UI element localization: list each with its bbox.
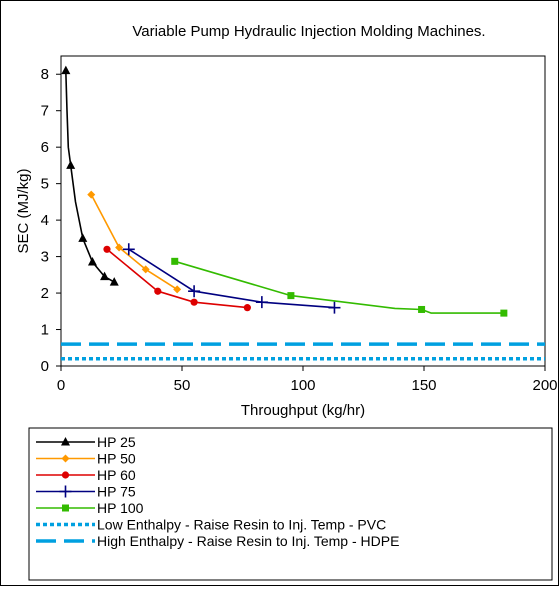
data-point — [287, 292, 295, 300]
data-point — [171, 257, 179, 265]
chart-title: Variable Pump Hydraulic Injection Moldin… — [132, 23, 485, 40]
legend-item: HP 100 — [36, 500, 144, 516]
series-4 — [171, 257, 508, 317]
legend-item: HP 60 — [36, 467, 136, 483]
legend-marker — [62, 504, 69, 512]
series-1 — [87, 190, 182, 294]
legend-label: High Enthalpy - Raise Resin to Inj. Temp… — [97, 533, 399, 549]
series-2 — [103, 245, 251, 312]
x-axis-label: Throughput (kg/hr) — [241, 402, 365, 419]
x-tick-label: 200 — [532, 377, 557, 394]
data-point — [255, 296, 268, 309]
data-point — [328, 301, 341, 314]
data-point — [141, 265, 150, 274]
data-point — [190, 298, 198, 306]
data-point — [173, 285, 182, 294]
y-axis-label: SEC (MJ/kg) — [15, 168, 32, 253]
legend-label: HP 100 — [97, 500, 144, 516]
data-point — [243, 304, 251, 312]
y-tick-label: 1 — [41, 322, 49, 339]
legend-label: HP 75 — [97, 484, 136, 500]
data-point — [115, 243, 124, 252]
y-tick-label: 0 — [41, 358, 49, 375]
legend-label: Low Enthalpy - Raise Resin to Inj. Temp … — [97, 517, 386, 533]
data-point — [500, 309, 508, 317]
series-3 — [122, 243, 341, 314]
series-line — [65, 70, 115, 283]
data-point — [61, 65, 71, 75]
x-tick-label: 50 — [174, 377, 191, 394]
axes: 0 50 100 150 200 0 1 2 3 4 5 6 7 8 — [41, 66, 558, 394]
legend-marker — [61, 437, 70, 446]
y-tick-label: 5 — [41, 176, 49, 193]
legend-item: High Enthalpy - Raise Resin to Inj. Temp… — [36, 533, 399, 549]
data-point — [103, 245, 111, 253]
legend-item: HP 25 — [36, 434, 136, 450]
data-point — [78, 233, 88, 242]
data-point — [100, 271, 110, 281]
legend-item: HP 75 — [36, 484, 136, 500]
x-tick-label: 0 — [57, 377, 65, 394]
legend-box — [28, 427, 553, 581]
series-line — [106, 248, 248, 309]
data-point — [87, 257, 97, 266]
data-point — [418, 305, 426, 313]
y-tick-label: 2 — [41, 285, 49, 302]
legend-item: HP 50 — [36, 451, 136, 467]
legend-label: HP 50 — [97, 451, 136, 467]
plot-area — [60, 55, 546, 367]
y-tick-label: 3 — [41, 249, 49, 266]
y-tick-label: 7 — [41, 103, 49, 120]
y-tick-label: 6 — [41, 139, 49, 156]
y-tick-label: 8 — [41, 66, 49, 83]
data-point — [122, 243, 135, 256]
data-point — [188, 285, 201, 298]
x-tick-label: 100 — [290, 377, 315, 394]
series-line — [90, 194, 178, 291]
x-tick-label: 150 — [411, 377, 436, 394]
legend-label: HP 25 — [97, 434, 136, 450]
legend-label: HP 60 — [97, 467, 136, 483]
y-tick-label: 4 — [41, 212, 49, 229]
legend-item: Low Enthalpy - Raise Resin to Inj. Temp … — [36, 517, 386, 533]
data-point — [87, 190, 96, 199]
data-point — [109, 277, 119, 286]
series-layer — [61, 65, 545, 361]
legend-marker — [61, 454, 70, 463]
series-line — [128, 248, 335, 309]
data-point — [154, 287, 162, 295]
data-point — [66, 160, 76, 169]
legend-marker — [59, 485, 72, 498]
series-0 — [61, 65, 119, 286]
legend-marker — [61, 471, 70, 479]
